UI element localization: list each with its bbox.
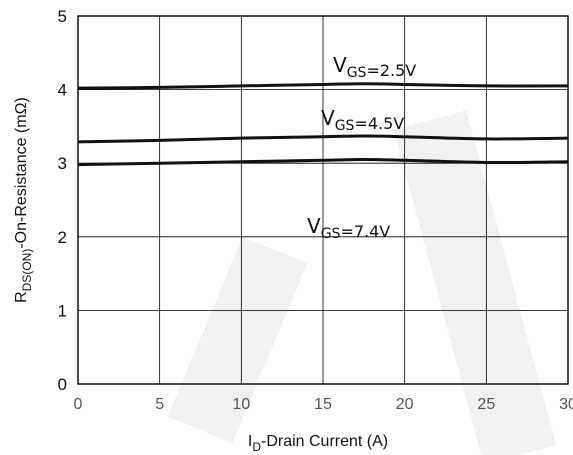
series-line-2 (77, 134, 569, 144)
y-tick-label: 4 (58, 81, 67, 100)
series-label-3: VGS=7.4V (307, 214, 390, 242)
x-tick-labels: 0 5 10 15 20 25 30 (74, 396, 573, 413)
x-tick-label: 25 (477, 396, 495, 413)
x-tick-label: 15 (314, 396, 332, 413)
series-label-1: VGS=2.5V (333, 53, 416, 81)
y-tick-label: 2 (58, 228, 67, 247)
watermark (167, 110, 557, 455)
y-tick-label: 0 (58, 375, 67, 394)
x-tick-label: 0 (74, 396, 83, 413)
y-tick-label: 1 (58, 301, 67, 320)
plot-area-border (77, 15, 569, 385)
series-label-2: VGS=4.5V (321, 106, 404, 134)
axis-titles: ID-Drain Current (A) RDS(ON)-On-Resistanc… (13, 97, 388, 454)
x-tick-label: 30 (559, 396, 573, 413)
y-axis-title: RDS(ON)-On-Resistance (mΩ) (13, 97, 34, 303)
y-tick-labels: 0 1 2 3 4 5 (58, 7, 67, 394)
x-tick-label: 5 (155, 396, 164, 413)
series-line-1 (77, 82, 569, 90)
series-lines (77, 82, 569, 167)
series-labels: VGS=2.5V VGS=4.5V VGS=7.4V (307, 53, 416, 242)
y-tick-label: 5 (58, 7, 67, 26)
watermark-stroke (167, 236, 308, 444)
series-line-3 (77, 158, 569, 167)
x-axis-title: ID-Drain Current (A) (248, 433, 388, 454)
plot-frame (77, 15, 569, 385)
y-tick-label: 3 (58, 154, 67, 173)
x-tick-label: 20 (396, 396, 414, 413)
watermark-stroke (393, 110, 557, 455)
x-tick-label: 10 (232, 396, 250, 413)
